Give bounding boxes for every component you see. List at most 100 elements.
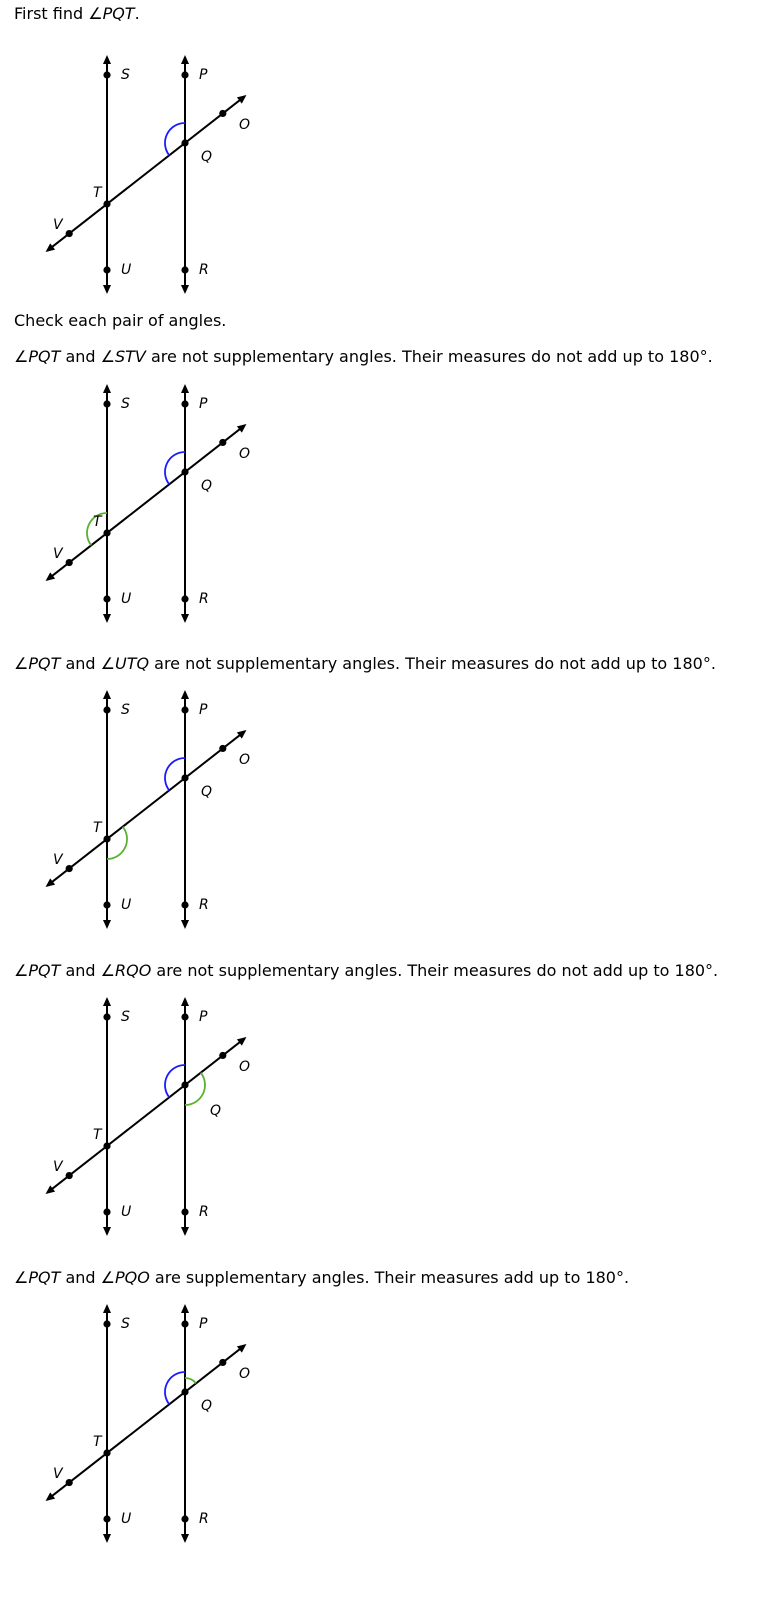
arrow-v (45, 878, 56, 888)
label-p: P (199, 1316, 208, 1332)
pair-statement-3: ∠PQT and ∠RQO are not supplementary angl… (14, 961, 719, 980)
diagram-2: S P O T V U R Q (45, 690, 250, 929)
line-vo (46, 1037, 246, 1194)
arrow-o (236, 94, 247, 104)
label-s: S (121, 1316, 130, 1332)
arc-pqt (164, 451, 186, 485)
point-u (103, 1208, 111, 1216)
label-s: S (121, 702, 130, 718)
arc-pqt (164, 1371, 186, 1405)
diagram-0: S P O T V U R Q (45, 55, 250, 294)
point-s (103, 1320, 111, 1328)
arrow-u (103, 920, 111, 929)
label-u: U (121, 262, 131, 278)
point-t (103, 529, 111, 537)
label-t: T (93, 514, 103, 530)
arrow-u (103, 285, 111, 294)
point-u (103, 266, 111, 274)
label-q: Q (201, 1398, 212, 1414)
pair-statement-2: ∠PQT and ∠UTQ are not supplementary angl… (14, 654, 716, 673)
angle-pqt: ∠PQT (14, 1268, 61, 1287)
label-t: T (93, 1127, 103, 1143)
point-r (181, 1208, 189, 1216)
arrow-r (181, 1227, 189, 1236)
arrow-p (181, 997, 189, 1006)
point-u (103, 901, 111, 909)
angle-pqo: ∠PQO (100, 1268, 150, 1287)
arc-pqt (164, 1064, 186, 1098)
arc-pqt (164, 757, 186, 791)
label-t: T (93, 820, 103, 836)
point-p (181, 706, 189, 714)
arc-pqt (164, 122, 186, 156)
point-v (65, 1478, 73, 1487)
diagram-3: S P O T V U R Q (45, 997, 250, 1236)
label-v: V (53, 1159, 64, 1175)
label-t: T (93, 185, 103, 201)
point-p (181, 400, 189, 408)
point-t (103, 835, 111, 843)
point-s (103, 400, 111, 408)
label-p: P (199, 702, 208, 718)
label-u: U (121, 591, 131, 607)
point-s (103, 1013, 111, 1021)
arrow-s (103, 997, 111, 1006)
diagram-group: S P O T V U R Q (45, 55, 250, 294)
label-q: Q (201, 784, 212, 800)
diagram-group: S P O T V U R Q (45, 384, 250, 623)
point-t (103, 1142, 111, 1150)
arc-stv (86, 512, 108, 546)
arrow-s (103, 690, 111, 699)
label-s: S (121, 396, 130, 412)
label-q: Q (201, 149, 212, 165)
label-o: O (239, 1059, 250, 1075)
point-t (103, 200, 111, 208)
point-s (103, 706, 111, 714)
point-o (219, 438, 227, 447)
arc-rqo (184, 1072, 206, 1106)
point-q (181, 1388, 189, 1396)
label-t: T (93, 1434, 103, 1450)
label-v: V (53, 546, 64, 562)
point-p (181, 1320, 189, 1328)
point-r (181, 266, 189, 274)
arrow-v (45, 1185, 56, 1195)
label-o: O (239, 1366, 250, 1382)
label-p: P (199, 67, 208, 83)
point-r (181, 595, 189, 603)
arrow-u (103, 1227, 111, 1236)
arrow-r (181, 1534, 189, 1543)
arrow-v (45, 243, 56, 253)
angle-pqt: ∠PQT (14, 347, 61, 366)
label-o: O (239, 752, 250, 768)
arrow-o (236, 423, 247, 433)
label-v: V (53, 1466, 64, 1482)
arrow-o (236, 1036, 247, 1046)
label-o: O (239, 117, 250, 133)
point-o (219, 109, 227, 118)
label-q: Q (210, 1103, 221, 1119)
arrow-r (181, 920, 189, 929)
angle-utq: ∠UTQ (100, 654, 150, 673)
arrow-r (181, 614, 189, 623)
arrow-p (181, 55, 189, 64)
arrow-p (181, 1304, 189, 1313)
label-v: V (53, 852, 64, 868)
check-text: Check each pair of angles. (14, 311, 227, 330)
label-r: R (199, 1204, 209, 1220)
diagram-4: S P O T V U R Q (45, 1304, 250, 1543)
point-t (103, 1449, 111, 1457)
label-r: R (199, 1511, 209, 1527)
point-v (65, 864, 73, 873)
arc-utq (106, 826, 128, 860)
label-s: S (121, 1009, 130, 1025)
point-u (103, 595, 111, 603)
intro-angle: ∠PQT (88, 4, 135, 23)
label-o: O (239, 446, 250, 462)
pair-statement-4: ∠PQT and ∠PQO are supplementary angles. … (14, 1268, 630, 1287)
angle-pqt: ∠PQT (14, 654, 61, 673)
point-q (181, 139, 189, 147)
arrow-u (103, 614, 111, 623)
point-s (103, 71, 111, 79)
angle-rqo: ∠RQO (100, 961, 152, 980)
